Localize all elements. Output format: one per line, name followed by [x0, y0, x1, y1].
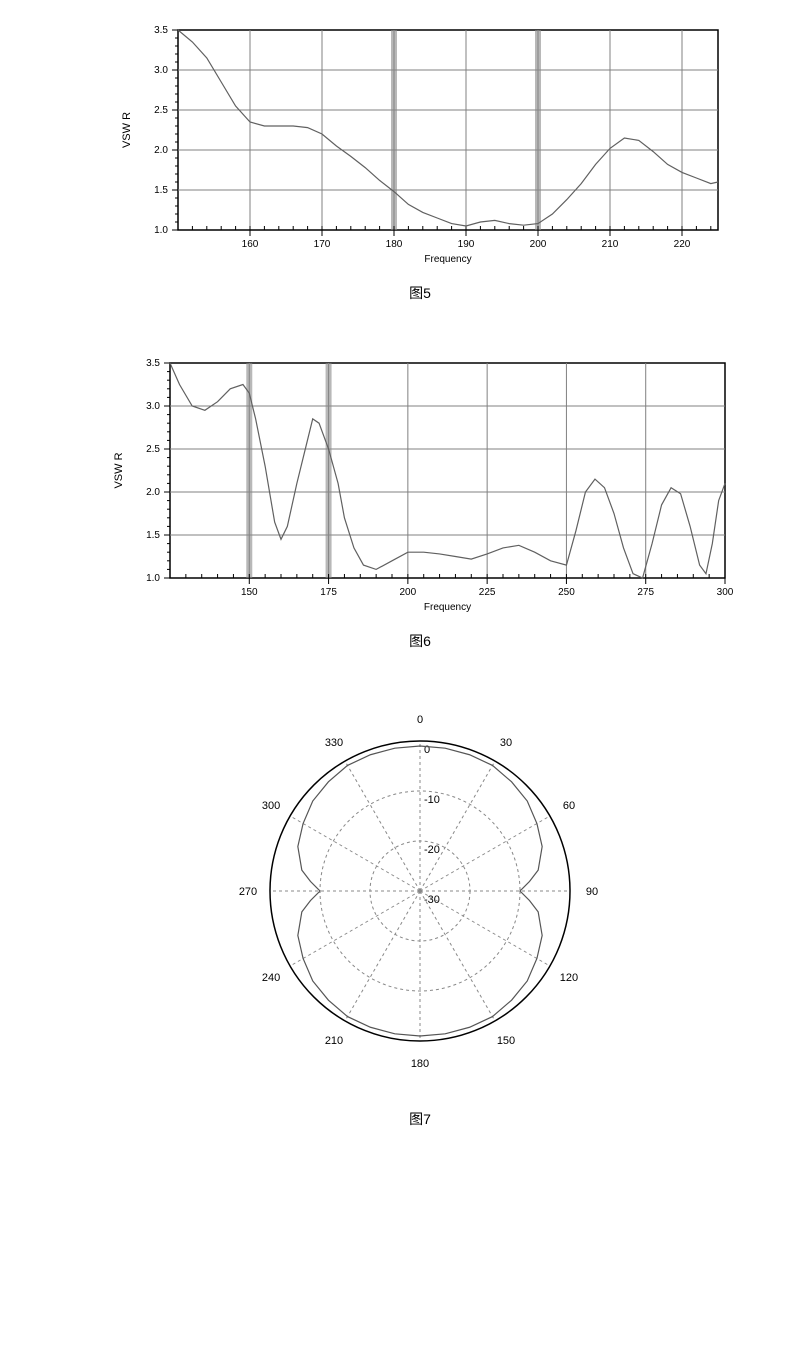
- chart-7-svg: 0 -10 -20 -30 0 30 60 90 120 150 180 210 240 270 300 33…: [220, 701, 620, 1101]
- svg-text:Frequency: Frequency: [424, 602, 471, 613]
- svg-text:1.0: 1.0: [146, 573, 160, 584]
- svg-text:180: 180: [411, 1058, 429, 1070]
- svg-text:2.5: 2.5: [154, 105, 168, 116]
- svg-text:330: 330: [325, 737, 343, 749]
- svg-text:225: 225: [479, 587, 496, 598]
- svg-text:220: 220: [673, 239, 690, 250]
- svg-text:270: 270: [239, 886, 257, 898]
- svg-text:170: 170: [313, 239, 330, 250]
- chart-6-svg: 1.0 1.5 2.0 2.5 3.0 3.5 150 175 200 225 250 275 300 V…: [95, 353, 745, 623]
- svg-text:190: 190: [457, 239, 474, 250]
- svg-text:VSW R: VSW R: [121, 112, 133, 148]
- chart-5-label: 图5: [20, 283, 800, 303]
- svg-text:-30: -30: [424, 894, 440, 906]
- svg-text:210: 210: [601, 239, 618, 250]
- svg-text:1.5: 1.5: [154, 185, 168, 196]
- svg-text:200: 200: [529, 239, 546, 250]
- svg-text:3.0: 3.0: [146, 401, 160, 412]
- svg-text:1.0: 1.0: [154, 225, 168, 236]
- svg-text:150: 150: [497, 1035, 515, 1047]
- chart-7-label: 图7: [20, 1109, 800, 1129]
- chart-5-container: 1.0 1.5 2.0 2.5 3.0 3.5 160 170 180 190 200 210 220 V…: [20, 20, 800, 303]
- svg-text:3.5: 3.5: [154, 25, 168, 36]
- svg-text:150: 150: [241, 587, 258, 598]
- svg-text:2.5: 2.5: [146, 444, 160, 455]
- svg-text:3.0: 3.0: [154, 65, 168, 76]
- svg-text:175: 175: [320, 587, 337, 598]
- svg-text:2.0: 2.0: [146, 487, 160, 498]
- svg-text:275: 275: [637, 587, 654, 598]
- svg-text:300: 300: [262, 800, 280, 812]
- svg-text:1.5: 1.5: [146, 530, 160, 541]
- svg-text:120: 120: [560, 972, 578, 984]
- svg-text:30: 30: [500, 737, 512, 749]
- svg-text:60: 60: [563, 800, 575, 812]
- svg-text:300: 300: [717, 587, 734, 598]
- svg-text:0: 0: [417, 714, 423, 726]
- svg-text:90: 90: [586, 886, 598, 898]
- chart-6-container: 1.0 1.5 2.0 2.5 3.0 3.5 150 175 200 225 250 275 300 V…: [20, 353, 800, 651]
- svg-text:2.0: 2.0: [154, 145, 168, 156]
- svg-text:-10: -10: [424, 794, 440, 806]
- svg-text:240: 240: [262, 972, 280, 984]
- chart-5-svg: 1.0 1.5 2.0 2.5 3.0 3.5 160 170 180 190 200 210 220 V…: [103, 20, 738, 275]
- svg-text:Frequency: Frequency: [424, 254, 471, 265]
- svg-text:200: 200: [400, 587, 417, 598]
- svg-text:VSW R: VSW R: [113, 452, 125, 488]
- svg-text:210: 210: [325, 1035, 343, 1047]
- svg-text:-20: -20: [424, 844, 440, 856]
- svg-text:3.5: 3.5: [146, 358, 160, 369]
- svg-text:180: 180: [385, 239, 402, 250]
- chart-6-label: 图6: [20, 631, 800, 651]
- chart-7-container: 0 -10 -20 -30 0 30 60 90 120 150 180 210 240 270 300 33…: [20, 701, 800, 1129]
- svg-text:0: 0: [424, 744, 430, 756]
- svg-text:160: 160: [241, 239, 258, 250]
- svg-text:250: 250: [558, 587, 575, 598]
